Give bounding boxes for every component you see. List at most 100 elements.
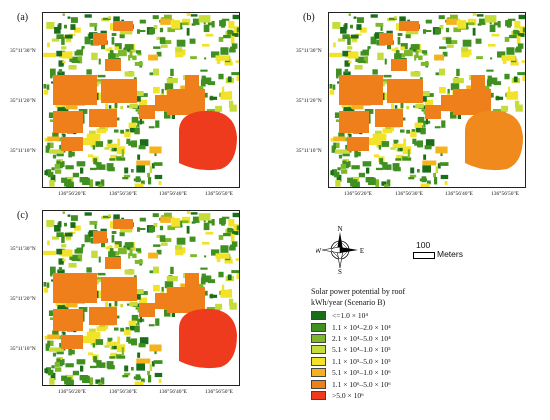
roof — [129, 103, 138, 109]
roof — [134, 381, 144, 385]
large-roof — [167, 89, 205, 115]
roof — [434, 54, 445, 61]
roof — [358, 172, 365, 178]
roof — [131, 116, 139, 123]
roof — [46, 282, 50, 288]
roof — [49, 347, 64, 352]
roof — [422, 160, 437, 166]
roof — [501, 55, 516, 61]
roof — [132, 253, 137, 259]
roof — [362, 49, 369, 52]
map-frame — [328, 12, 526, 188]
roof — [360, 27, 367, 33]
roof — [160, 242, 168, 246]
roof — [54, 27, 61, 34]
roof — [483, 85, 490, 91]
roof — [103, 17, 111, 20]
roof — [439, 162, 449, 166]
roof — [148, 54, 159, 61]
roof — [137, 352, 141, 358]
roof — [118, 49, 127, 57]
roof — [100, 228, 107, 233]
map-panel-b: (b) 35°11'30"N 35°11'20"N 35°11'10"N 136… — [296, 12, 526, 197]
legend-item: 1.1 × 10⁴–2.0 × 10⁴ — [311, 321, 541, 332]
compass-rose-icon: N S W E — [316, 226, 364, 274]
roof — [400, 129, 405, 133]
roof — [215, 55, 230, 61]
roof — [48, 23, 51, 26]
large-roof — [101, 79, 137, 103]
roof — [521, 60, 525, 63]
roof — [164, 281, 174, 289]
roof — [202, 241, 210, 245]
roof — [132, 247, 136, 251]
large-roof — [139, 303, 155, 317]
roof — [333, 136, 346, 142]
roof — [64, 179, 72, 187]
roof — [92, 142, 96, 150]
roof — [384, 58, 387, 65]
roof — [153, 162, 163, 166]
roof — [224, 259, 233, 264]
roof — [439, 25, 444, 30]
roof — [152, 213, 159, 218]
roof — [381, 181, 387, 186]
roof — [410, 131, 417, 138]
roof — [408, 177, 415, 180]
roof — [131, 314, 139, 321]
roof — [334, 23, 337, 26]
large-roof — [53, 75, 97, 105]
legend-swatch — [311, 368, 326, 378]
roof — [497, 21, 501, 28]
roof — [391, 103, 394, 110]
large-roof — [379, 33, 393, 45]
roof — [104, 345, 110, 348]
roof — [110, 347, 113, 350]
roof — [211, 249, 220, 256]
roof — [104, 147, 110, 150]
roof — [465, 22, 475, 26]
roof — [368, 177, 376, 185]
roof — [232, 212, 239, 218]
roof — [405, 34, 411, 39]
compass-n: N — [337, 226, 342, 233]
roof — [433, 172, 436, 178]
roof — [344, 60, 350, 67]
large-roof — [61, 335, 83, 349]
roof — [375, 22, 384, 27]
roof — [100, 30, 107, 35]
roof — [340, 27, 347, 34]
roof — [84, 36, 91, 45]
roof — [218, 271, 224, 278]
roof — [335, 142, 340, 149]
roof — [235, 60, 239, 63]
legend-item: 5.1 × 10⁵–1.0 × 10⁶ — [311, 367, 541, 378]
roof — [61, 37, 65, 45]
roof — [434, 177, 438, 185]
roof — [404, 49, 413, 57]
roof — [372, 133, 387, 141]
roof — [223, 34, 231, 39]
lat-label: 35°11'20"N — [296, 98, 322, 104]
roof — [347, 46, 353, 50]
roof — [434, 126, 441, 129]
roof — [124, 329, 131, 336]
roof — [119, 29, 133, 35]
roof — [412, 138, 417, 144]
scale-unit: Meters — [437, 249, 463, 259]
roof — [134, 259, 143, 264]
roof — [147, 370, 150, 376]
roof — [61, 302, 68, 308]
roof — [57, 269, 65, 276]
roof — [166, 78, 178, 84]
roof — [227, 76, 232, 83]
roof — [416, 91, 430, 96]
roof — [513, 29, 519, 35]
roof — [394, 105, 398, 109]
large-roof — [105, 59, 121, 71]
roof — [380, 26, 383, 31]
roof — [161, 88, 164, 97]
roof — [329, 84, 333, 89]
large-roof — [185, 75, 199, 93]
roof — [49, 180, 55, 187]
